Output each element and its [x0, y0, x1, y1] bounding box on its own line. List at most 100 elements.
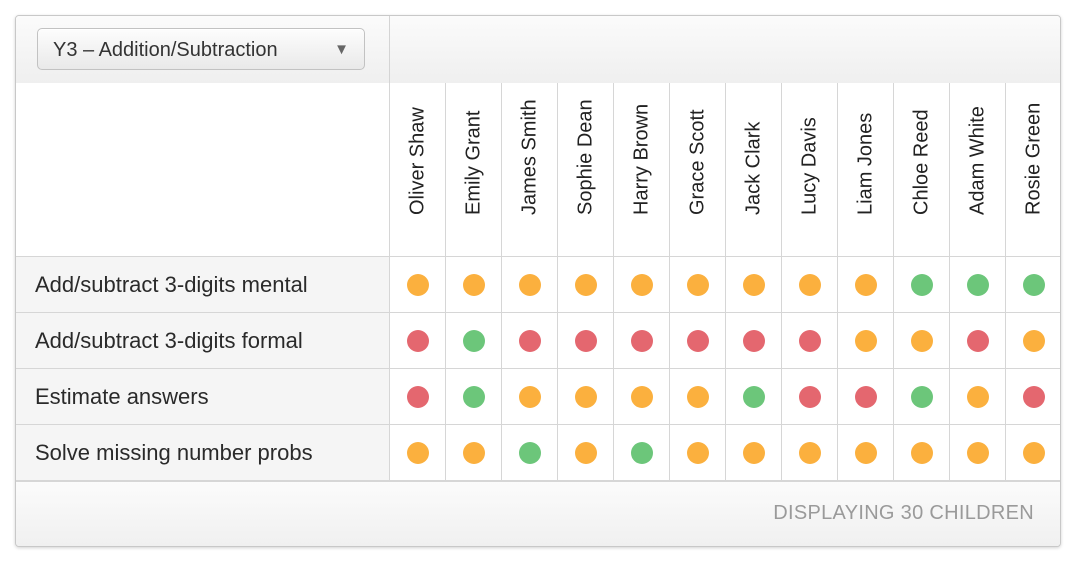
assessment-cell[interactable] — [501, 256, 558, 313]
status-dot-amber — [574, 441, 597, 464]
children-header-row: Oliver Shaw Emily Grant James Smith Sophie … — [16, 83, 1060, 257]
status-dot-amber — [742, 273, 765, 296]
assessment-cell[interactable] — [949, 424, 1006, 481]
status-dot-amber — [854, 329, 877, 352]
assessment-cell[interactable] — [613, 368, 670, 425]
objectives-body: Add/subtract 3-digits mental Add/subtract… — [16, 256, 1060, 481]
status-dot-amber — [910, 329, 933, 352]
assessment-cell[interactable] — [445, 256, 502, 313]
child-column-header[interactable]: Liam Jones — [837, 83, 894, 257]
assessment-cell[interactable] — [837, 312, 894, 369]
assessment-cell[interactable] — [893, 368, 950, 425]
child-column-header[interactable]: Chloe Reed — [893, 83, 950, 257]
assessment-cell[interactable] — [557, 424, 614, 481]
status-dot-amber — [462, 273, 485, 296]
child-column-header[interactable]: Rosie Green — [1005, 83, 1060, 257]
assessment-cell[interactable] — [725, 256, 782, 313]
child-column-header[interactable]: James Smith — [501, 83, 558, 257]
status-dot-red — [742, 329, 765, 352]
assessment-cell[interactable] — [837, 424, 894, 481]
assessment-panel: Y3 – Addition/Subtraction ▼ Oliver Shaw E… — [15, 15, 1061, 547]
status-dot-green — [1022, 273, 1045, 296]
assessment-cell[interactable] — [949, 368, 1006, 425]
assessment-cell[interactable] — [1005, 256, 1060, 313]
corner-cell — [16, 83, 390, 257]
assessment-cell[interactable] — [781, 256, 838, 313]
child-column-header[interactable]: Lucy Davis — [781, 83, 838, 257]
status-dot-red — [406, 385, 429, 408]
assessment-cell[interactable] — [445, 312, 502, 369]
child-column-header[interactable]: Sophie Dean — [557, 83, 614, 257]
child-name: Harry Brown — [630, 103, 652, 215]
status-dot-amber — [574, 273, 597, 296]
child-column-header[interactable]: Jack Clark — [725, 83, 782, 257]
status-dot-green — [742, 385, 765, 408]
child-name: Sophie Dean — [574, 99, 596, 215]
status-dot-amber — [462, 441, 485, 464]
assessment-cell[interactable] — [613, 256, 670, 313]
assessment-cell[interactable] — [1005, 424, 1060, 481]
assessment-cell[interactable] — [781, 368, 838, 425]
assessment-cell[interactable] — [837, 256, 894, 313]
assessment-cell[interactable] — [893, 312, 950, 369]
assessment-cell[interactable] — [389, 424, 446, 481]
status-dot-amber — [910, 441, 933, 464]
assessment-cell[interactable] — [669, 424, 726, 481]
assessment-cell[interactable] — [669, 368, 726, 425]
child-column-header[interactable]: Oliver Shaw — [389, 83, 446, 257]
assessment-cell[interactable] — [389, 256, 446, 313]
assessment-cell[interactable] — [501, 368, 558, 425]
status-dot-amber — [406, 273, 429, 296]
assessment-cell[interactable] — [445, 424, 502, 481]
child-column-header[interactable]: Grace Scott — [669, 83, 726, 257]
assessment-cell[interactable] — [669, 256, 726, 313]
child-name: Jack Clark — [742, 121, 764, 215]
assessment-cell[interactable] — [557, 368, 614, 425]
status-dot-amber — [406, 441, 429, 464]
assessment-cell[interactable] — [557, 312, 614, 369]
status-dot-amber — [854, 273, 877, 296]
status-dot-amber — [630, 385, 653, 408]
assessment-cell[interactable] — [669, 312, 726, 369]
child-column-header[interactable]: Emily Grant — [445, 83, 502, 257]
child-column-header[interactable]: Harry Brown — [613, 83, 670, 257]
status-dot-amber — [1022, 329, 1045, 352]
assessment-cell[interactable] — [557, 256, 614, 313]
child-column-header[interactable]: Adam White — [949, 83, 1006, 257]
assessment-cell[interactable] — [389, 368, 446, 425]
assessment-cell[interactable] — [501, 312, 558, 369]
assessment-cell[interactable] — [781, 424, 838, 481]
assessment-cell[interactable] — [949, 256, 1006, 313]
objective-group-select[interactable]: Y3 – Addition/Subtraction ▼ — [37, 28, 365, 70]
assessment-cell[interactable] — [613, 424, 670, 481]
assessment-cell[interactable] — [501, 424, 558, 481]
objective-row: Add/subtract 3-digits mental — [16, 256, 1060, 313]
objective-label: Solve missing number probs — [16, 424, 390, 481]
objective-label: Estimate answers — [16, 368, 390, 425]
assessment-cell[interactable] — [1005, 368, 1060, 425]
child-name: Lucy Davis — [798, 117, 820, 215]
status-dot-red — [1022, 385, 1045, 408]
status-dot-red — [798, 385, 821, 408]
status-dot-green — [518, 441, 541, 464]
status-dot-red — [630, 329, 653, 352]
assessment-cell[interactable] — [725, 368, 782, 425]
assessment-cell[interactable] — [445, 368, 502, 425]
assessment-cell[interactable] — [893, 424, 950, 481]
assessment-cell[interactable] — [725, 424, 782, 481]
assessment-cell[interactable] — [837, 368, 894, 425]
assessment-grid: Oliver Shaw Emily Grant James Smith Sophie … — [16, 83, 1060, 481]
assessment-cell[interactable] — [613, 312, 670, 369]
assessment-cell[interactable] — [389, 312, 446, 369]
assessment-cell[interactable] — [949, 312, 1006, 369]
assessment-cell[interactable] — [893, 256, 950, 313]
objective-label: Add/subtract 3-digits formal — [16, 312, 390, 369]
status-dot-green — [966, 273, 989, 296]
assessment-cell[interactable] — [725, 312, 782, 369]
assessment-cell[interactable] — [1005, 312, 1060, 369]
status-dot-amber — [742, 441, 765, 464]
status-dot-amber — [518, 385, 541, 408]
assessment-cell[interactable] — [781, 312, 838, 369]
assessment-table: Oliver Shaw Emily Grant James Smith Sophie … — [16, 83, 1060, 481]
grid-footer: DISPLAYING 30 CHILDREN — [16, 481, 1060, 546]
